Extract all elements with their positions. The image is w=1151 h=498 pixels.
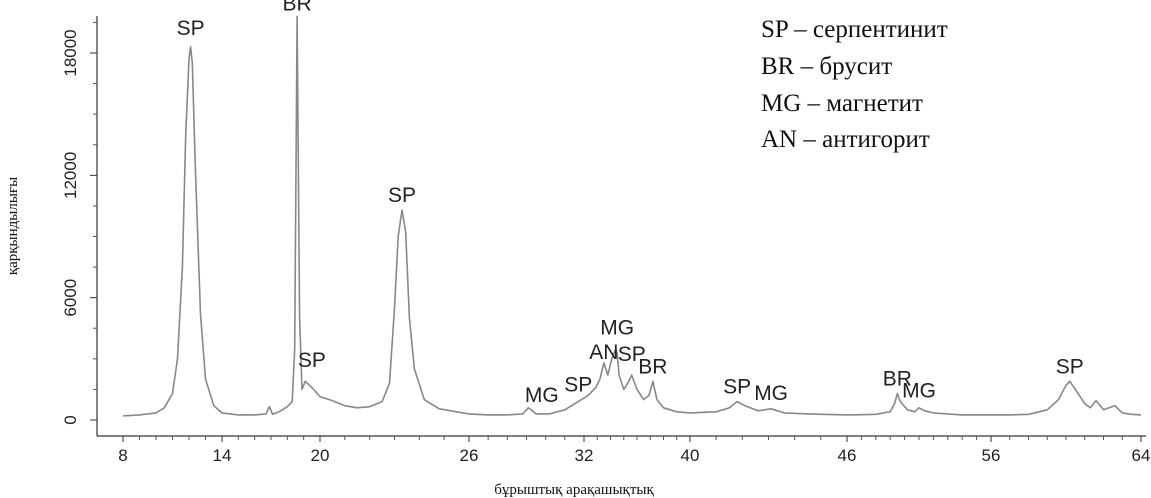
x-tick-label: 40 [681,446,700,465]
legend-entry-mg: MG – магнетит [761,90,923,117]
peak-label-sp: SP [298,349,326,372]
ticks: 8 14 20 26 32 40 46 56 64 0 6000 12000 18000 [61,21,1151,465]
y-tick-label: 12000 [61,152,80,199]
y-axis-title: қарқындылығы [5,177,21,275]
peak-label-sp: SP [1056,355,1084,378]
legend-entry-br: BR – брусит [761,53,892,80]
peak-label-mg: MG [902,380,936,403]
x-axis-title: бұрыштық арақашықтық [494,482,654,498]
x-tick-label: 46 [838,446,857,465]
x-tick-label: 14 [213,446,232,465]
peak-label-sp: SP [388,184,416,207]
legend-entry-sp: SP – серпентинит [761,16,948,43]
peak-label-mg: MG [525,384,559,407]
peak-label-br: BR [638,355,667,378]
x-tick-label: 20 [311,446,330,465]
x-tick-label: 64 [1132,446,1151,465]
legend: SP – серпентинит BR – брусит MG – магнет… [761,16,948,153]
peak-label-sp: SP [618,343,646,366]
legend-entry-an: AN – антигорит [761,126,930,153]
series-line [122,15,1142,417]
x-tick-label: 32 [575,446,594,465]
y-tick-label: 0 [61,415,80,424]
peak-label-sp: SP [723,376,751,399]
x-tick-label: 56 [982,446,1001,465]
y-tick-label: 6000 [61,279,80,317]
peak-label-br: BR [883,367,912,390]
peak-label-sp: SP [177,17,205,40]
peak-label-br: BR [283,0,312,15]
peak-label-an: AN [589,341,618,364]
peak-label-mg: MG [600,317,634,340]
peak-label-sp: SP [564,374,592,397]
peak-label-mg: MG [754,382,788,405]
x-tick-label: 26 [460,446,479,465]
y-tick-label: 18000 [61,29,80,76]
x-tick-label: 8 [118,446,127,465]
axes [96,16,1146,437]
